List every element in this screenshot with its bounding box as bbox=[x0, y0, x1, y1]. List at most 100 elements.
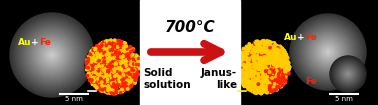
Circle shape bbox=[243, 85, 246, 88]
Circle shape bbox=[50, 53, 54, 57]
Circle shape bbox=[11, 14, 93, 96]
Circle shape bbox=[92, 61, 95, 63]
Circle shape bbox=[242, 60, 245, 62]
Circle shape bbox=[129, 77, 132, 80]
Circle shape bbox=[257, 47, 260, 49]
Circle shape bbox=[103, 68, 105, 70]
Circle shape bbox=[258, 78, 260, 81]
Circle shape bbox=[264, 56, 266, 58]
Circle shape bbox=[106, 72, 108, 74]
Circle shape bbox=[263, 79, 266, 81]
Circle shape bbox=[93, 74, 95, 77]
Circle shape bbox=[262, 62, 265, 64]
Circle shape bbox=[282, 60, 284, 62]
Circle shape bbox=[248, 54, 250, 56]
Circle shape bbox=[99, 79, 101, 82]
Circle shape bbox=[110, 89, 113, 91]
Circle shape bbox=[100, 89, 102, 91]
Circle shape bbox=[132, 72, 135, 75]
Circle shape bbox=[91, 51, 93, 53]
Circle shape bbox=[112, 41, 115, 44]
Circle shape bbox=[120, 71, 122, 73]
Circle shape bbox=[106, 66, 108, 68]
Circle shape bbox=[250, 78, 253, 80]
Circle shape bbox=[254, 42, 256, 44]
Circle shape bbox=[121, 78, 123, 81]
Circle shape bbox=[109, 48, 112, 51]
Circle shape bbox=[98, 81, 101, 83]
Circle shape bbox=[279, 49, 282, 51]
Circle shape bbox=[120, 62, 122, 65]
Circle shape bbox=[134, 81, 136, 83]
Circle shape bbox=[135, 79, 137, 81]
Circle shape bbox=[258, 66, 260, 68]
Circle shape bbox=[277, 76, 280, 78]
Circle shape bbox=[113, 86, 115, 88]
Circle shape bbox=[282, 64, 284, 66]
Circle shape bbox=[97, 57, 99, 59]
Circle shape bbox=[120, 68, 122, 70]
Circle shape bbox=[110, 58, 113, 61]
Circle shape bbox=[253, 61, 255, 64]
Circle shape bbox=[101, 76, 104, 78]
Circle shape bbox=[128, 88, 130, 90]
Circle shape bbox=[272, 68, 274, 70]
Circle shape bbox=[118, 44, 120, 47]
Circle shape bbox=[110, 55, 112, 58]
Circle shape bbox=[253, 74, 255, 76]
Circle shape bbox=[271, 55, 273, 58]
Circle shape bbox=[109, 43, 111, 46]
Circle shape bbox=[282, 76, 285, 79]
Circle shape bbox=[106, 47, 108, 49]
Circle shape bbox=[271, 64, 273, 66]
Circle shape bbox=[315, 39, 341, 65]
Circle shape bbox=[273, 46, 275, 49]
Circle shape bbox=[260, 53, 262, 56]
Circle shape bbox=[114, 58, 116, 60]
Circle shape bbox=[104, 87, 107, 89]
Circle shape bbox=[271, 64, 274, 67]
Circle shape bbox=[95, 86, 98, 88]
Circle shape bbox=[251, 78, 253, 80]
Circle shape bbox=[113, 61, 116, 63]
Circle shape bbox=[137, 57, 139, 59]
Circle shape bbox=[246, 81, 248, 83]
Circle shape bbox=[263, 77, 266, 79]
Circle shape bbox=[110, 40, 113, 43]
Circle shape bbox=[242, 50, 244, 53]
Circle shape bbox=[295, 19, 361, 85]
Circle shape bbox=[261, 49, 263, 51]
Circle shape bbox=[241, 51, 243, 54]
Circle shape bbox=[250, 70, 252, 73]
Circle shape bbox=[338, 64, 358, 84]
Circle shape bbox=[96, 52, 99, 54]
Circle shape bbox=[110, 65, 112, 67]
Circle shape bbox=[118, 45, 120, 47]
Circle shape bbox=[284, 70, 286, 73]
Circle shape bbox=[119, 47, 121, 49]
Circle shape bbox=[125, 85, 127, 87]
Circle shape bbox=[99, 84, 102, 87]
Circle shape bbox=[287, 71, 289, 73]
Circle shape bbox=[20, 23, 84, 87]
Circle shape bbox=[106, 41, 109, 43]
Circle shape bbox=[243, 76, 246, 79]
Circle shape bbox=[270, 77, 272, 80]
Circle shape bbox=[281, 50, 283, 53]
Circle shape bbox=[239, 80, 242, 83]
Circle shape bbox=[237, 65, 240, 67]
Circle shape bbox=[257, 84, 259, 86]
Circle shape bbox=[261, 57, 263, 59]
Circle shape bbox=[94, 84, 97, 87]
Circle shape bbox=[98, 64, 100, 66]
Circle shape bbox=[256, 47, 259, 49]
Circle shape bbox=[109, 74, 112, 76]
Circle shape bbox=[284, 53, 287, 55]
Circle shape bbox=[101, 69, 103, 71]
Circle shape bbox=[122, 67, 124, 70]
Circle shape bbox=[112, 78, 114, 81]
Circle shape bbox=[263, 61, 266, 63]
Circle shape bbox=[108, 54, 111, 56]
Circle shape bbox=[257, 83, 259, 85]
Circle shape bbox=[242, 65, 245, 68]
